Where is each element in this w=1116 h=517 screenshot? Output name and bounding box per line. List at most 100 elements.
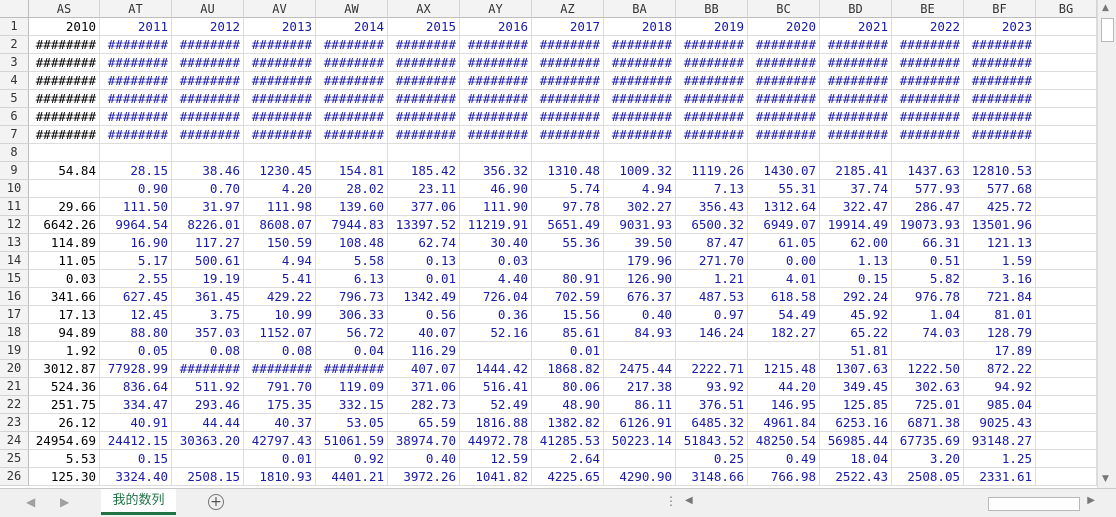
table-cell[interactable]: 125.30	[29, 468, 100, 486]
table-cell[interactable]: 54.49	[748, 306, 820, 324]
table-cell[interactable]: 44.20	[748, 378, 820, 396]
table-cell[interactable]	[1036, 270, 1097, 288]
table-cell[interactable]: 511.92	[172, 378, 244, 396]
table-cell[interactable]: ########	[820, 54, 892, 72]
row-header[interactable]: 21	[0, 378, 29, 396]
table-cell[interactable]: 23.11	[388, 180, 460, 198]
table-cell[interactable]: ########	[100, 108, 172, 126]
table-cell[interactable]: 30363.20	[172, 432, 244, 450]
table-cell[interactable]: 54.84	[29, 162, 100, 180]
table-cell[interactable]: ########	[532, 54, 604, 72]
table-cell[interactable]: 0.15	[100, 450, 172, 468]
horizontal-scroll-thumb[interactable]	[988, 497, 1080, 511]
table-cell[interactable]: 150.59	[244, 234, 316, 252]
table-cell[interactable]: ########	[676, 126, 748, 144]
table-cell[interactable]: 2.64	[532, 450, 604, 468]
table-cell[interactable]: 40.91	[100, 414, 172, 432]
table-cell[interactable]: 2022	[892, 18, 964, 36]
table-cell[interactable]: 1382.82	[532, 414, 604, 432]
table-cell[interactable]: 185.42	[388, 162, 460, 180]
table-cell[interactable]: 81.01	[964, 306, 1036, 324]
table-cell[interactable]: 2020	[748, 18, 820, 36]
table-cell[interactable]	[29, 180, 100, 198]
table-cell[interactable]: 80.91	[532, 270, 604, 288]
table-cell[interactable]: 9964.54	[100, 216, 172, 234]
table-cell[interactable]	[1036, 36, 1097, 54]
table-cell[interactable]: 1009.32	[604, 162, 676, 180]
table-cell[interactable]: 2475.44	[604, 360, 676, 378]
column-header[interactable]: BD	[820, 0, 892, 18]
row-header[interactable]: 8	[0, 144, 29, 162]
table-cell[interactable]: ########	[604, 72, 676, 90]
row-header[interactable]: 16	[0, 288, 29, 306]
table-cell[interactable]: 302.27	[604, 198, 676, 216]
table-cell[interactable]: 0.00	[748, 252, 820, 270]
table-cell[interactable]: ########	[388, 126, 460, 144]
table-cell[interactable]: 4225.65	[532, 468, 604, 486]
table-cell[interactable]	[532, 144, 604, 162]
table-cell[interactable]: 1342.49	[388, 288, 460, 306]
table-cell[interactable]: 1444.42	[460, 360, 532, 378]
row-header[interactable]: 2	[0, 36, 29, 54]
table-cell[interactable]: 24412.15	[100, 432, 172, 450]
table-cell[interactable]: ########	[172, 360, 244, 378]
table-cell[interactable]: 676.37	[604, 288, 676, 306]
table-cell[interactable]: 86.11	[604, 396, 676, 414]
table-cell[interactable]: 356.32	[460, 162, 532, 180]
table-cell[interactable]: 51061.59	[316, 432, 388, 450]
table-cell[interactable]: ########	[316, 36, 388, 54]
row-header[interactable]: 13	[0, 234, 29, 252]
table-cell[interactable]: 67735.69	[892, 432, 964, 450]
table-cell[interactable]	[892, 342, 964, 360]
table-cell[interactable]	[1036, 414, 1097, 432]
table-cell[interactable]: 425.72	[964, 198, 1036, 216]
table-cell[interactable]: 37.74	[820, 180, 892, 198]
table-cell[interactable]: ########	[604, 108, 676, 126]
table-cell[interactable]: 97.78	[532, 198, 604, 216]
table-cell[interactable]: 0.01	[244, 450, 316, 468]
table-cell[interactable]: 2508.05	[892, 468, 964, 486]
table-cell[interactable]: ########	[388, 108, 460, 126]
table-cell[interactable]	[1036, 324, 1097, 342]
table-cell[interactable]	[820, 144, 892, 162]
table-cell[interactable]	[388, 144, 460, 162]
table-cell[interactable]: 286.47	[892, 198, 964, 216]
table-cell[interactable]: 0.97	[676, 306, 748, 324]
scroll-up-icon[interactable]: ▲	[1102, 3, 1109, 13]
table-cell[interactable]: ########	[892, 126, 964, 144]
table-cell[interactable]: 6949.07	[748, 216, 820, 234]
table-cell[interactable]: 2014	[316, 18, 388, 36]
table-cell[interactable]: 976.78	[892, 288, 964, 306]
tab-splitter-icon[interactable]: ⋮	[665, 494, 677, 508]
table-cell[interactable]: 2508.15	[172, 468, 244, 486]
table-cell[interactable]: 179.96	[604, 252, 676, 270]
table-cell[interactable]: 5.74	[532, 180, 604, 198]
table-cell[interactable]	[460, 342, 532, 360]
table-cell[interactable]: ########	[748, 54, 820, 72]
table-cell[interactable]: ########	[604, 90, 676, 108]
table-cell[interactable]: ########	[172, 72, 244, 90]
table-cell[interactable]: 2019	[676, 18, 748, 36]
table-cell[interactable]: 31.97	[172, 198, 244, 216]
table-cell[interactable]	[1036, 18, 1097, 36]
table-cell[interactable]	[1036, 198, 1097, 216]
table-cell[interactable]: 29.66	[29, 198, 100, 216]
row-header[interactable]: 14	[0, 252, 29, 270]
table-cell[interactable]: 87.47	[676, 234, 748, 252]
table-cell[interactable]: 6.13	[316, 270, 388, 288]
table-cell[interactable]	[604, 450, 676, 468]
table-cell[interactable]: 2522.43	[820, 468, 892, 486]
table-cell[interactable]: 154.81	[316, 162, 388, 180]
table-cell[interactable]: 4401.21	[316, 468, 388, 486]
table-cell[interactable]: 1312.64	[748, 198, 820, 216]
table-cell[interactable]: 8226.01	[172, 216, 244, 234]
table-cell[interactable]	[29, 144, 100, 162]
column-header[interactable]: AW	[316, 0, 388, 18]
table-cell[interactable]: 0.03	[29, 270, 100, 288]
table-cell[interactable]	[1036, 144, 1097, 162]
table-cell[interactable]: ########	[29, 54, 100, 72]
table-cell[interactable]: 19073.93	[892, 216, 964, 234]
table-cell[interactable]: 0.08	[172, 342, 244, 360]
table-cell[interactable]	[1036, 432, 1097, 450]
table-cell[interactable]: ########	[964, 72, 1036, 90]
